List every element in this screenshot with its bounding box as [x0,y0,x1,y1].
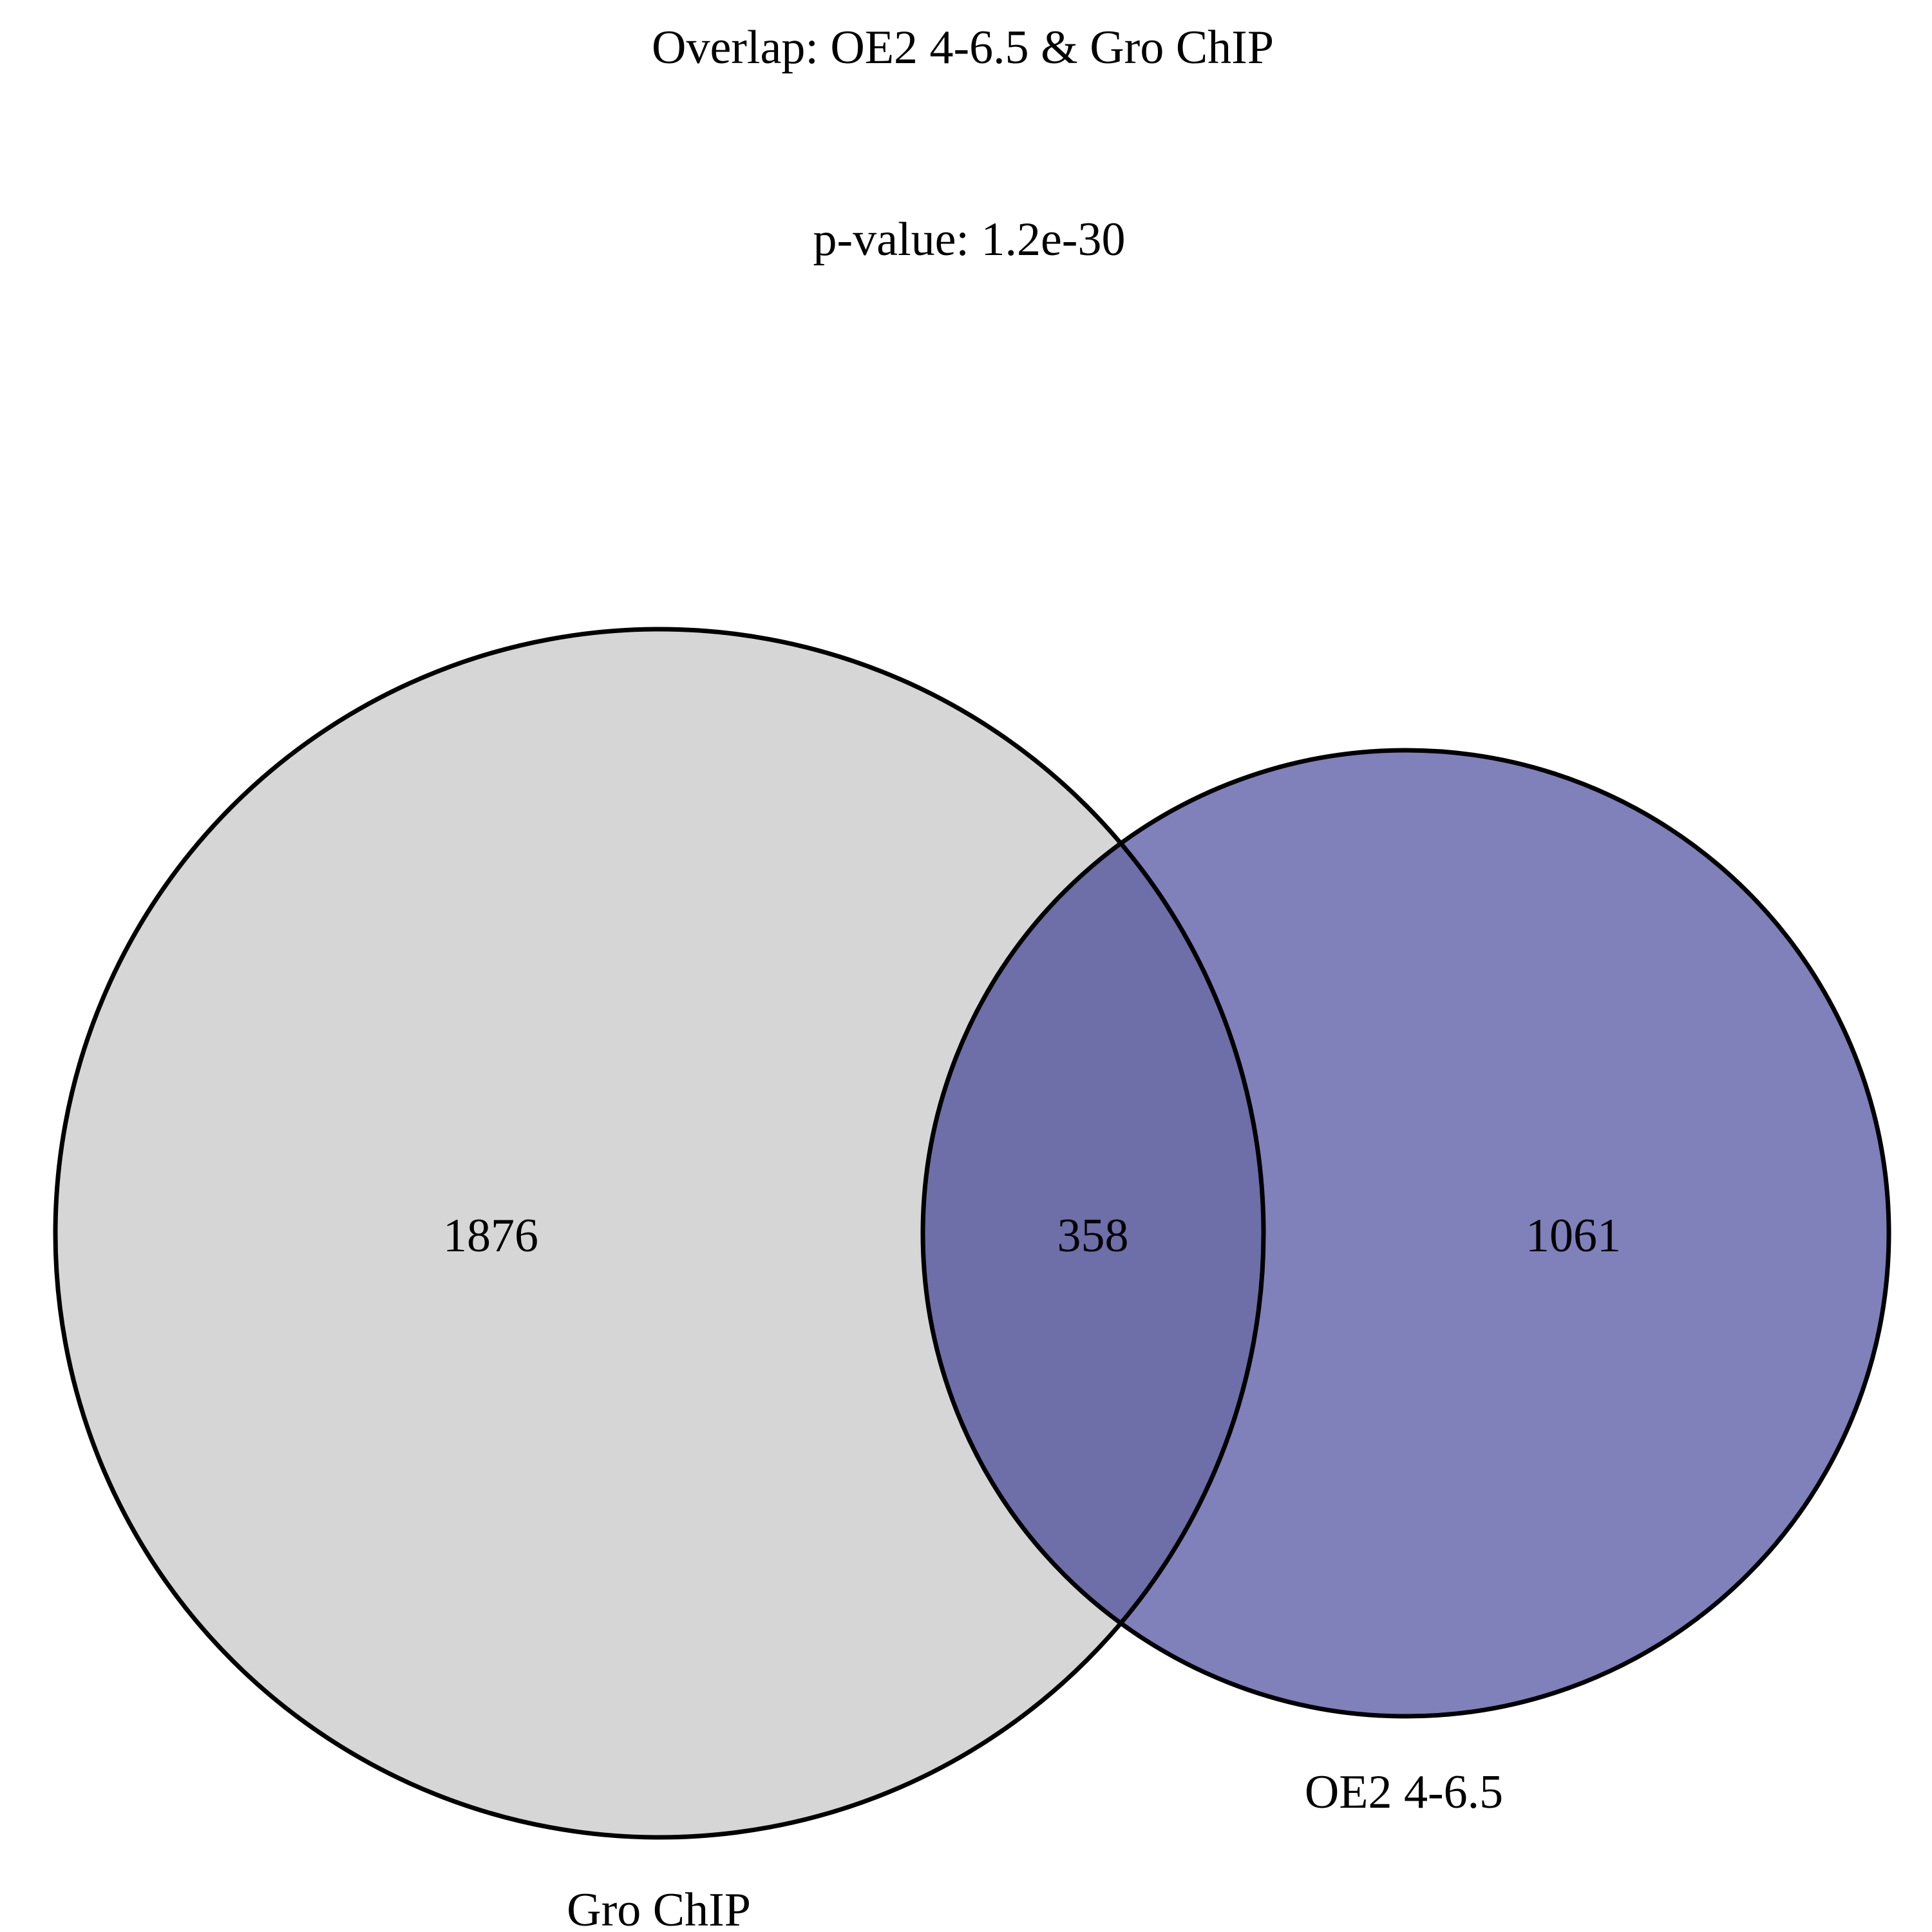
intersection-count: 358 [1057,1209,1129,1262]
oe2-set-label: OE2 4-6.5 [1305,1766,1503,1819]
p-value-subtitle: p-value: 1.2e-30 [813,213,1126,266]
intersection-region [923,750,1264,1716]
set-gro-chip-outline [53,627,1266,1840]
set-oe2-outline [920,748,1891,1719]
set-gro-chip-circle [55,629,1264,1837]
oe2-only-count: 1061 [1526,1209,1621,1262]
gro-chip-set-label: Gro ChIP [567,1884,751,1932]
gro-chip-only-count: 1876 [443,1209,538,1262]
chart-title: Overlap: OE2 4-6.5 & Gro ChIP [652,21,1274,74]
